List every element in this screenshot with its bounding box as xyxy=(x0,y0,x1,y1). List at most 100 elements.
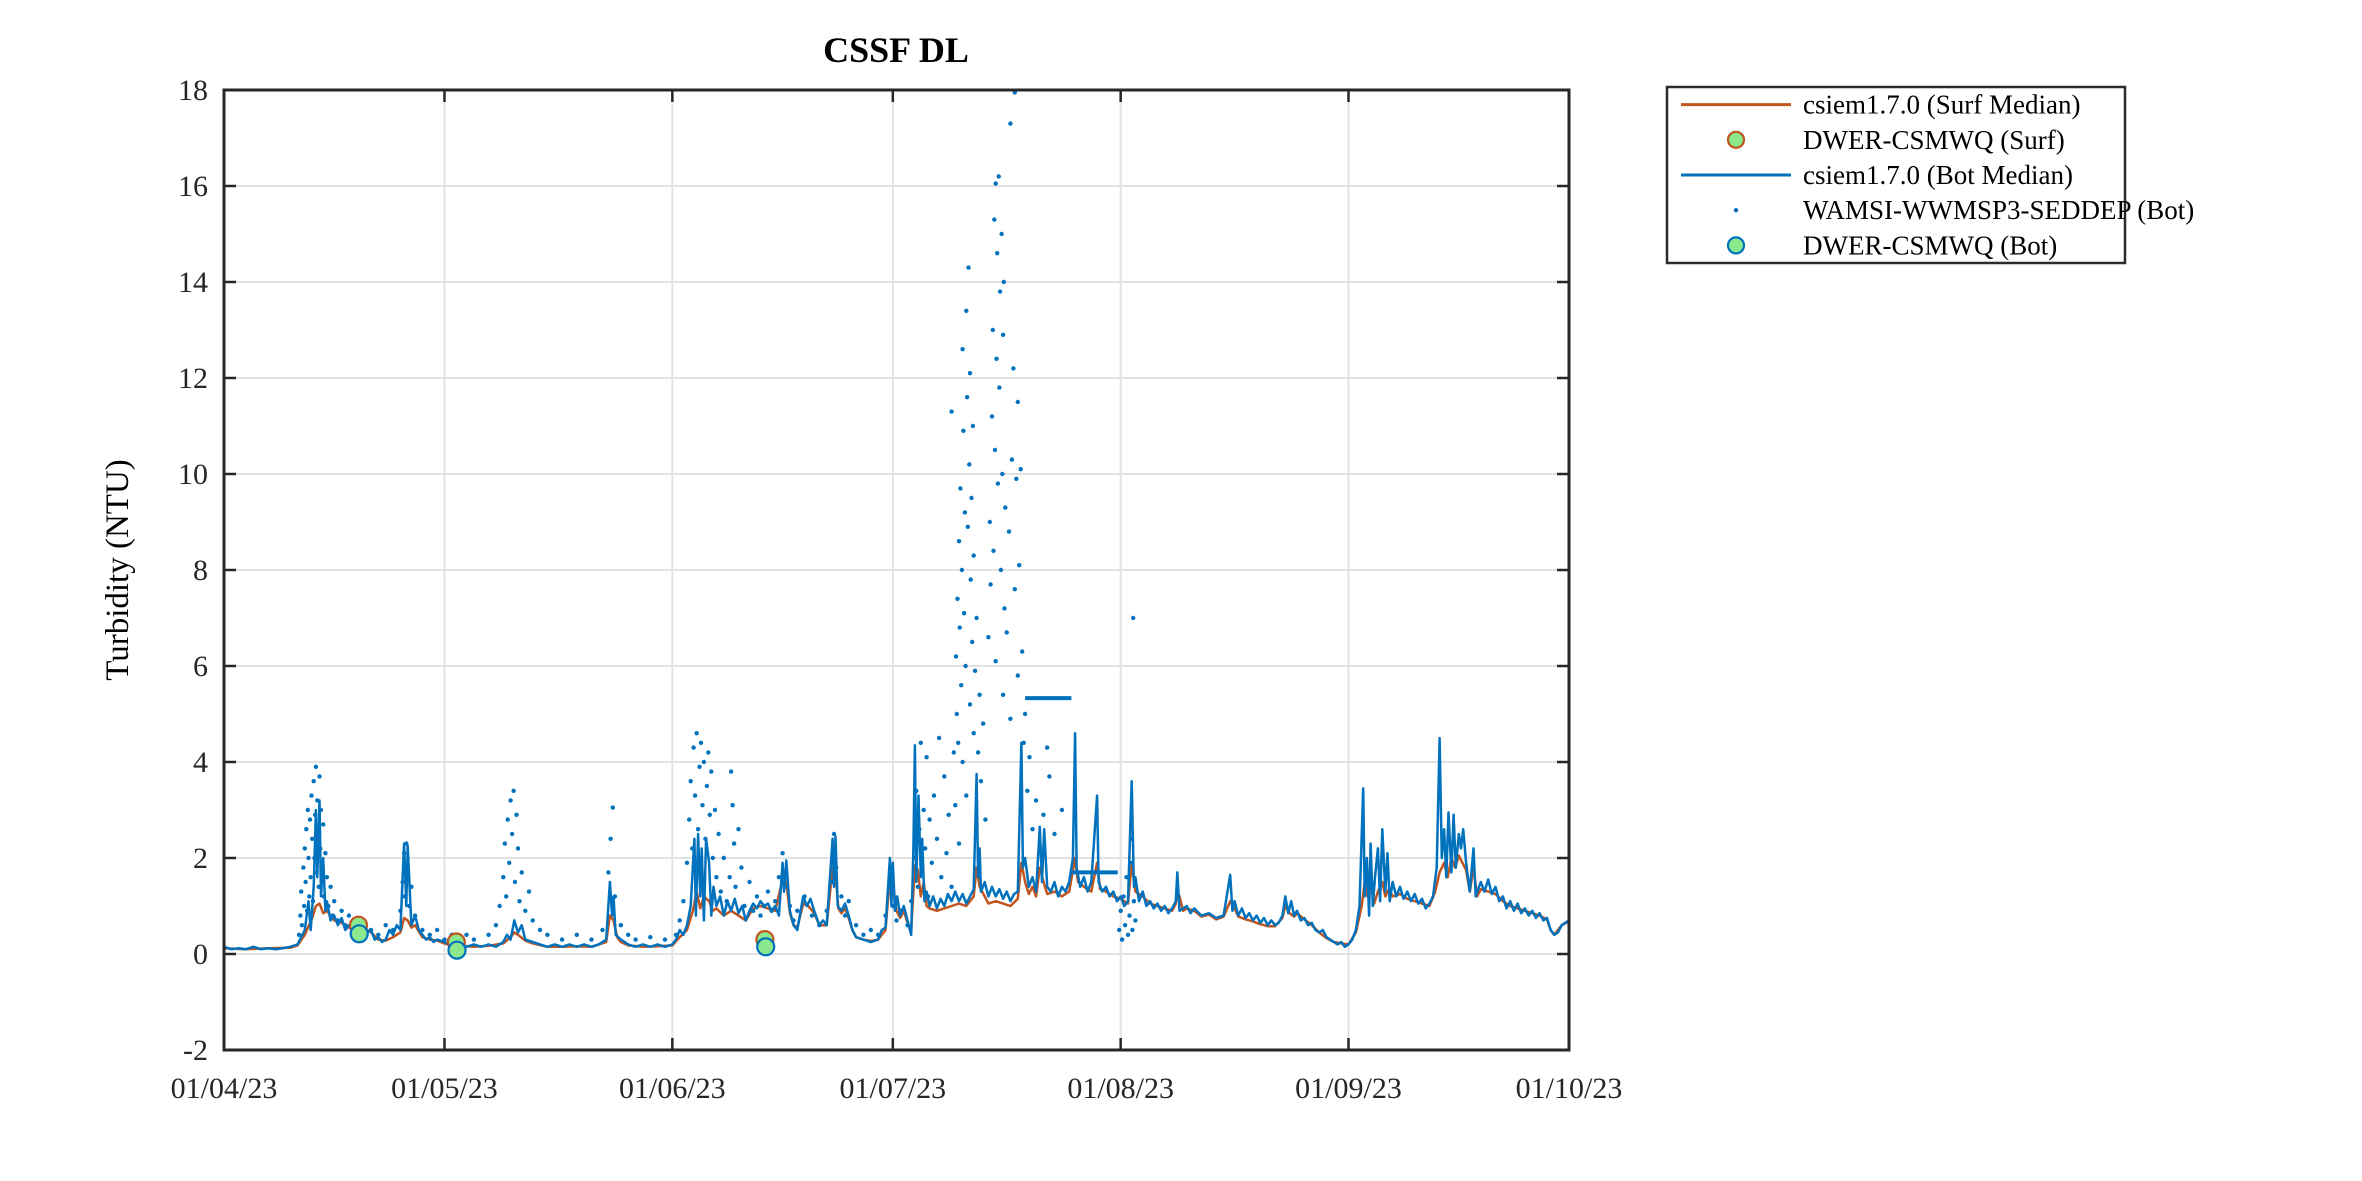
scatter-dot xyxy=(967,702,973,707)
scatter-dot xyxy=(944,851,949,856)
legend-entry: csiem1.7.0 (Bot Median) xyxy=(1681,160,2073,190)
scatter-dot xyxy=(831,831,837,837)
scatter-dot xyxy=(987,519,992,525)
scatter-dot xyxy=(936,735,942,741)
scatter-dot xyxy=(964,308,969,313)
legend-box: csiem1.7.0 (Surf Median) DWER-CSMWQ (Surf… xyxy=(1665,85,2194,265)
scatter-dot xyxy=(927,817,932,822)
scatter-dot xyxy=(330,913,335,918)
scatter-dot xyxy=(304,827,309,832)
scatter-dot xyxy=(965,524,970,529)
scatter-dot xyxy=(383,923,388,928)
scatter-dot xyxy=(700,803,705,808)
scatter-dot xyxy=(310,836,315,841)
scatter-dot xyxy=(1047,774,1052,779)
scatter-dot xyxy=(515,846,521,851)
scatter-dot xyxy=(977,692,982,697)
tick-marks xyxy=(222,88,1571,1052)
scatter-dot xyxy=(765,889,771,894)
y-tick-label: 4 xyxy=(193,746,208,779)
scatter-dot xyxy=(486,932,491,937)
scatter-dot xyxy=(978,779,984,784)
scatter-dot xyxy=(1004,630,1009,635)
scatter-dot xyxy=(924,755,929,760)
scatter-dot xyxy=(890,903,895,909)
scatter-dot xyxy=(662,937,668,942)
scatter-dot xyxy=(1001,279,1006,285)
legend-dot-sample xyxy=(1733,208,1739,213)
scatter-dot xyxy=(427,932,432,937)
scatter-dot xyxy=(834,865,839,870)
dwer-marker xyxy=(349,924,369,944)
scatter-dot xyxy=(969,495,974,501)
scatter-dot xyxy=(830,879,835,885)
scatter-dot xyxy=(321,822,326,827)
y-tick-label: 16 xyxy=(178,170,208,203)
scatter-dot xyxy=(758,913,763,918)
scatter-dot xyxy=(505,817,510,822)
scatter-dot xyxy=(920,865,925,870)
x-tick-label: 01/10/23 xyxy=(1516,1072,1623,1105)
scatter-dot xyxy=(707,812,712,817)
scatter-dot xyxy=(493,923,499,928)
scatter-dot xyxy=(964,793,969,798)
legend-label: csiem1.7.0 (Bot Median) xyxy=(1803,160,2073,190)
scatter-dot xyxy=(718,889,723,894)
scatter-dot xyxy=(875,932,881,937)
scatter-dot xyxy=(692,793,698,798)
scatter-dot xyxy=(1125,932,1131,937)
scatter-dot xyxy=(923,846,928,851)
scatter-dot xyxy=(412,913,418,918)
scatter-dot xyxy=(736,827,741,832)
scatter-dot xyxy=(405,865,410,870)
scatter-dot xyxy=(949,884,954,889)
scatter-dot xyxy=(610,805,615,810)
legend-marker-sample xyxy=(1726,130,1746,149)
y-tick-label: 0 xyxy=(193,938,208,971)
scatter-dot xyxy=(1027,755,1032,760)
scatter-dot xyxy=(299,923,305,928)
scatter-dot xyxy=(1009,457,1015,462)
scatter-dot xyxy=(698,740,704,745)
scatter-dot xyxy=(956,740,961,745)
scatter-dot xyxy=(992,447,998,453)
scatter-dot xyxy=(703,836,708,841)
scatter-dot xyxy=(710,855,715,861)
scatter-dot xyxy=(1118,908,1123,913)
scatter-dot xyxy=(1025,788,1030,793)
scatter-dot xyxy=(704,783,710,789)
x-tick-label: 01/08/23 xyxy=(1067,1072,1174,1105)
legend-entry: DWER-CSMWQ (Bot) xyxy=(1726,230,2057,260)
scatter-dot xyxy=(762,903,767,909)
scatter-dot xyxy=(975,750,981,755)
scatter-dot xyxy=(304,908,310,913)
scatter-dot xyxy=(964,395,970,400)
scatter-dot xyxy=(1018,467,1023,472)
scatter-dot xyxy=(959,683,964,688)
scatter-dot xyxy=(523,908,528,913)
scatter-dot xyxy=(986,635,991,640)
scatter-dot xyxy=(949,409,954,414)
scatter-dot xyxy=(574,932,579,937)
scatter-dot xyxy=(681,899,686,904)
scatter-dot xyxy=(343,923,348,928)
scatter-dot xyxy=(695,827,701,832)
scatter-dot xyxy=(328,884,333,889)
x-tick-label: 01/07/23 xyxy=(839,1072,946,1105)
scatter-dot xyxy=(376,932,381,937)
x-tick-label: 01/06/23 xyxy=(619,1072,726,1105)
scatter-dot xyxy=(905,923,910,928)
scatter-dot xyxy=(1015,399,1020,405)
y-axis-label: Turbidity (NTU) xyxy=(100,459,136,681)
scatter-dot xyxy=(1117,927,1122,933)
scatter-dot xyxy=(963,663,968,669)
scatter-dot xyxy=(918,740,923,745)
scatter-dot xyxy=(1030,827,1035,832)
scatter-dot xyxy=(946,812,951,817)
scatter-dot xyxy=(731,841,737,846)
scatter-dot xyxy=(993,659,998,664)
scatter-dot xyxy=(1017,563,1022,568)
scatter-dot xyxy=(501,875,506,880)
scatter-dot xyxy=(434,927,440,933)
